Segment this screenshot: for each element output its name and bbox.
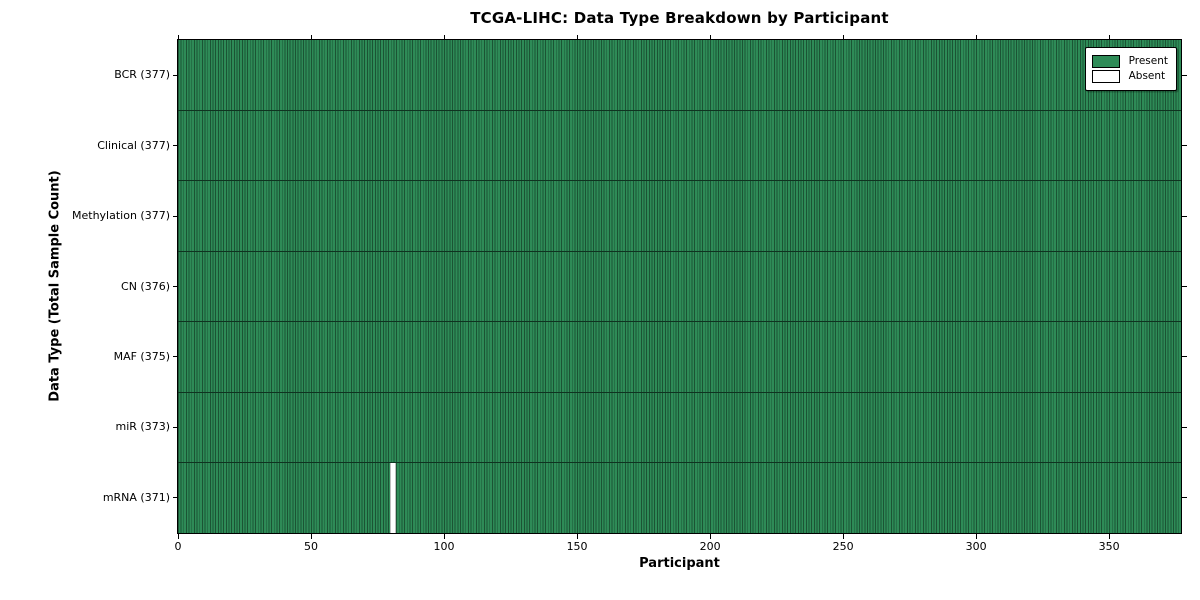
row-band-mir xyxy=(178,392,1181,462)
ytick-label-methylation: Methylation (377) xyxy=(72,209,170,223)
ytick-label-bcr: BCR (377) xyxy=(114,68,170,82)
ytick-mark-left xyxy=(173,145,178,147)
ytick-mark-right xyxy=(1181,145,1187,147)
absent-gap-cn-80 xyxy=(390,462,396,533)
xtick-mark-bottom xyxy=(842,533,844,539)
plot-area: Present Absent xyxy=(177,39,1182,534)
xtick-mark-top xyxy=(443,34,445,40)
row-band-mrna xyxy=(178,463,1181,533)
xtick-label-0: 0 xyxy=(174,540,182,553)
ytick-label-cn: CN (376) xyxy=(121,279,170,293)
row-separator xyxy=(178,391,1181,393)
legend-label-present: Present xyxy=(1128,55,1168,67)
ytick-label-mrna: mRNA (371) xyxy=(102,490,170,504)
legend-swatch-present xyxy=(1091,55,1120,68)
xtick-mark-bottom xyxy=(443,533,445,539)
xtick-label-100: 100 xyxy=(433,540,455,553)
xtick-mark-bottom xyxy=(975,533,977,539)
ytick-mark-left xyxy=(173,286,178,287)
ytick-label-clinical: Clinical (377) xyxy=(97,138,170,152)
legend-label-absent: Absent xyxy=(1128,70,1166,82)
legend-entry-present: Present xyxy=(1091,55,1168,68)
xtick-label-50: 50 xyxy=(304,540,319,553)
xtick-mark-bottom xyxy=(310,533,312,539)
xtick-mark-top xyxy=(1108,34,1110,40)
xtick-mark-bottom xyxy=(177,533,179,539)
ytick-mark-left xyxy=(173,356,178,358)
xtick-mark-top xyxy=(177,34,179,40)
legend: Present Absent xyxy=(1084,47,1177,91)
ytick-mark-right xyxy=(1181,286,1187,287)
chart-title: TCGA-LIHC: Data Type Breakdown by Partic… xyxy=(470,9,889,27)
x-axis-label: Participant xyxy=(639,556,720,571)
ytick-mark-right xyxy=(1181,215,1187,217)
xtick-label-200: 200 xyxy=(699,540,721,553)
xtick-label-250: 250 xyxy=(832,540,854,553)
ytick-mark-right xyxy=(1181,356,1187,358)
xtick-mark-bottom xyxy=(709,533,711,539)
ytick-label-maf: MAF (375) xyxy=(113,349,170,363)
ytick-mark-left xyxy=(173,215,178,217)
xtick-mark-bottom xyxy=(576,533,578,539)
ytick-mark-right xyxy=(1181,497,1187,499)
ytick-mark-right xyxy=(1181,74,1187,76)
row-band-bcr xyxy=(178,40,1181,110)
legend-entry-absent: Absent xyxy=(1091,70,1168,83)
legend-swatch-absent xyxy=(1091,70,1120,83)
xtick-mark-bottom xyxy=(1108,533,1110,539)
xtick-label-350: 350 xyxy=(1098,540,1120,553)
row-separator xyxy=(178,462,1181,464)
xtick-mark-top xyxy=(709,34,711,40)
ytick-label-mir: miR (373) xyxy=(115,420,171,434)
ytick-mark-left xyxy=(173,74,178,76)
row-separator xyxy=(178,321,1181,323)
xtick-mark-top xyxy=(975,34,977,40)
ytick-mark-left xyxy=(173,497,178,499)
row-band-cn xyxy=(178,251,1181,533)
row-separator xyxy=(178,180,1181,182)
xtick-label-150: 150 xyxy=(566,540,588,553)
row-band-clinical xyxy=(178,110,1181,180)
row-band-methylation xyxy=(178,181,1181,251)
xtick-mark-top xyxy=(576,34,578,40)
row-separator xyxy=(178,109,1181,111)
ytick-mark-left xyxy=(173,426,178,428)
ytick-mark-right xyxy=(1181,426,1187,428)
row-separator xyxy=(178,250,1181,252)
xtick-mark-top xyxy=(842,34,844,40)
xtick-mark-top xyxy=(310,34,312,40)
xtick-label-300: 300 xyxy=(965,540,987,553)
row-band-maf xyxy=(178,322,1181,392)
